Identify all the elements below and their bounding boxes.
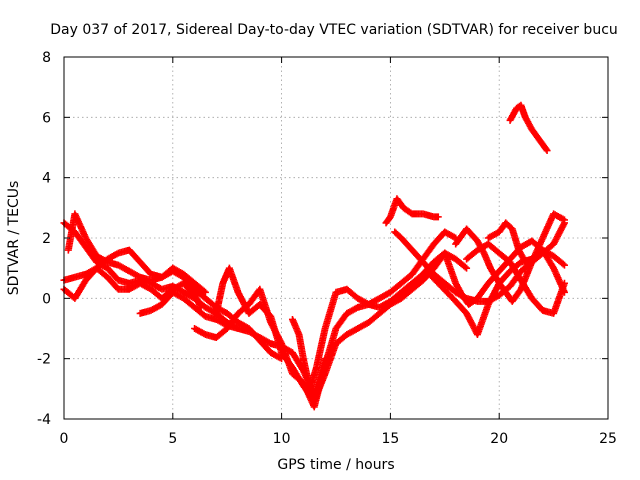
data-point bbox=[560, 216, 568, 224]
data-point bbox=[200, 287, 208, 295]
data-point bbox=[520, 257, 528, 265]
y-tick-label: 2 bbox=[42, 231, 51, 247]
data-point bbox=[434, 213, 442, 221]
series-track-8 bbox=[288, 249, 471, 393]
chart-title: Day 037 of 2017, Sidereal Day-to-day VTE… bbox=[50, 22, 618, 38]
data-point bbox=[543, 147, 551, 155]
series-track-14 bbox=[463, 240, 568, 317]
data-point bbox=[461, 263, 469, 271]
x-tick-label: 15 bbox=[381, 431, 399, 447]
series-track-7 bbox=[212, 249, 449, 405]
data-point bbox=[201, 288, 209, 296]
y-tick-label: 6 bbox=[42, 110, 51, 126]
data-point bbox=[542, 145, 550, 153]
x-tick-label: 0 bbox=[60, 431, 69, 447]
data-point bbox=[560, 261, 568, 269]
y-tick-label: 8 bbox=[42, 50, 51, 66]
data-point bbox=[521, 258, 529, 266]
series-layer bbox=[60, 101, 568, 411]
data-point bbox=[463, 264, 471, 272]
y-tick-label: 0 bbox=[42, 291, 51, 307]
series-track-9 bbox=[382, 195, 442, 227]
x-tick-label: 5 bbox=[168, 431, 177, 447]
ticks: 0 5 10 15 20 25 -4 -2 0 2 4 6 8 bbox=[37, 50, 617, 447]
x-axis-label: GPS time / hours bbox=[277, 457, 394, 473]
y-tick-label: -2 bbox=[37, 352, 51, 368]
series-track-15 bbox=[484, 219, 529, 266]
data-point bbox=[559, 260, 567, 268]
series-track-4 bbox=[60, 246, 209, 296]
series-track-16 bbox=[506, 101, 551, 155]
y-tick-label: -4 bbox=[37, 412, 51, 428]
series-track-12 bbox=[426, 246, 568, 339]
x-tick-label: 10 bbox=[273, 431, 291, 447]
y-tick-label: 4 bbox=[42, 171, 51, 187]
x-tick-label: 25 bbox=[599, 431, 617, 447]
y-axis-label: SDTVAR / TECUs bbox=[6, 181, 22, 296]
x-tick-label: 20 bbox=[490, 431, 508, 447]
data-point bbox=[560, 279, 568, 287]
